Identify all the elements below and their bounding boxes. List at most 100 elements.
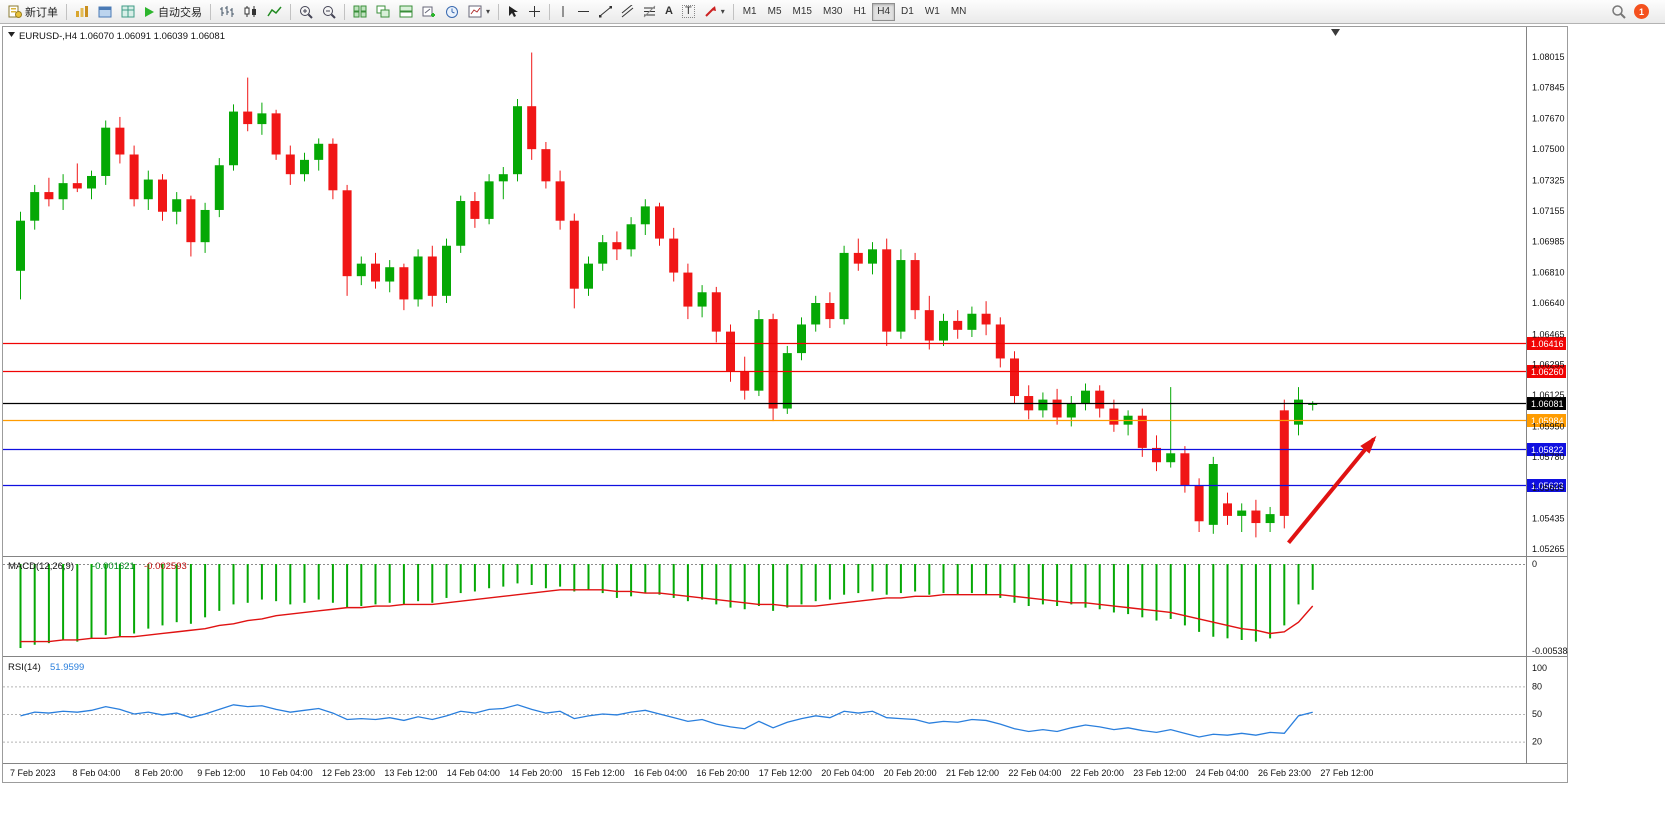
candle-body [72, 183, 82, 189]
candle-body [1294, 399, 1303, 425]
symbol-ohlc-label: EURUSD-,H4 1.06070 1.06091 1.06039 1.060… [19, 31, 225, 42]
svg-text:16 Feb 04:00: 16 Feb 04:00 [634, 768, 687, 778]
timeframe-button-w1[interactable]: W1 [920, 3, 945, 21]
market-watch-icon [75, 5, 89, 18]
timeframe-button-m15[interactable]: M15 [788, 3, 817, 21]
timeframe-button-mn[interactable]: MN [946, 3, 972, 21]
arrow-shape-icon [704, 5, 717, 18]
templates-button[interactable]: ▾ [464, 2, 494, 22]
svg-text:12 Feb 23:00: 12 Feb 23:00 [322, 768, 375, 778]
zoom-out-button[interactable] [318, 2, 340, 22]
candle-body [129, 154, 139, 200]
fibonacci-tool-button[interactable] [639, 2, 660, 22]
price-chart[interactable]: 1.06416 1.06260 1.06081 1.05984 1.05822 1.056… [2, 26, 1568, 783]
arrange-windows-icon [399, 5, 413, 18]
svg-text:9 Feb 12:00: 9 Feb 12:00 [197, 768, 245, 778]
candle-body [1137, 415, 1147, 448]
cursor-tool-button[interactable] [503, 2, 523, 22]
new-chart-icon [422, 5, 436, 18]
symbol-dropdown-icon[interactable] [8, 32, 15, 37]
svg-text:17 Feb 12:00: 17 Feb 12:00 [759, 768, 812, 778]
autotrade-play-icon [144, 6, 155, 18]
candle-body [839, 252, 849, 320]
svg-text:1.06295: 1.06295 [1532, 360, 1565, 370]
candlestick-chart-type-button[interactable] [239, 2, 262, 22]
price-label-box [1527, 479, 1566, 492]
candle-body [498, 174, 508, 182]
svg-text:1.06985: 1.06985 [1532, 236, 1565, 246]
candle-body [285, 154, 295, 175]
toolbar: 新订单 自动交易 [0, 0, 1665, 24]
svg-text:26 Feb 23:00: 26 Feb 23:00 [1258, 768, 1311, 778]
svg-text:RSI(14): RSI(14) [8, 662, 41, 673]
cascade-windows-button[interactable] [372, 2, 394, 22]
market-watch-button[interactable] [71, 2, 93, 22]
svg-text:1.07325: 1.07325 [1532, 175, 1565, 185]
timeframe-button-h1[interactable]: H1 [848, 3, 871, 21]
autotrade-button[interactable]: 自动交易 [140, 2, 206, 22]
timeframe-button-m5[interactable]: M5 [763, 3, 787, 21]
vertical-line-icon [558, 5, 568, 18]
candle-body [456, 201, 466, 246]
timeframe-button-m30[interactable]: M30 [818, 3, 847, 21]
search-icon[interactable] [1611, 4, 1626, 19]
horizontal-line-tool-button[interactable] [573, 2, 594, 22]
candle-body [399, 267, 409, 300]
candle-body [1279, 410, 1289, 516]
candle-body [442, 245, 451, 296]
time-axis-labels: 7 Feb 2023 8 Feb 04:00 8 Feb 20:00 9 Feb 12… [10, 768, 1373, 778]
bar-chart-type-button[interactable] [215, 2, 238, 22]
vertical-line-tool-button[interactable] [554, 2, 572, 22]
toolbar-right-group: 1 [1611, 4, 1661, 19]
line-chart-type-button[interactable] [263, 2, 286, 22]
candle-body [200, 209, 210, 243]
trend-arrow-annotation[interactable] [1287, 435, 1377, 545]
channel-tool-button[interactable] [617, 2, 638, 22]
candle-body [1010, 358, 1019, 397]
svg-text:14 Feb 04:00: 14 Feb 04:00 [447, 768, 500, 778]
channel-icon [621, 5, 634, 18]
svg-text:1.06465: 1.06465 [1532, 329, 1565, 339]
timeframe-button-h4[interactable]: H4 [872, 2, 896, 21]
price-label-box [1527, 397, 1566, 410]
horizontal-line-icon [577, 5, 590, 18]
svg-text:1.06810: 1.06810 [1532, 268, 1565, 278]
tile-windows-button[interactable] [349, 2, 371, 22]
arrange-windows-button[interactable] [395, 2, 417, 22]
candle-body [740, 370, 750, 391]
rsi-line [20, 704, 1313, 738]
candle-body [1152, 447, 1161, 463]
candle-body [882, 249, 892, 332]
candle-body [158, 179, 167, 212]
candle-body [853, 252, 863, 264]
candle-body [1223, 503, 1232, 516]
rsi-label: RSI(14) 51.9599 [8, 662, 84, 673]
candle-body [356, 263, 366, 277]
new-order-button[interactable]: 新订单 [4, 2, 62, 22]
svg-text:22 Feb 20:00: 22 Feb 20:00 [1071, 768, 1124, 778]
terminal-button[interactable] [117, 2, 139, 22]
candle-body [669, 238, 679, 273]
candle-body [1095, 390, 1105, 409]
svg-text:1.06125: 1.06125 [1532, 390, 1565, 400]
candle-body [953, 320, 963, 330]
refresh-clock-button[interactable] [441, 2, 463, 22]
candle-body [30, 192, 40, 221]
line-chart-icon [267, 5, 282, 18]
svg-text:1.06416: 1.06416 [1531, 339, 1564, 349]
notification-badge[interactable]: 1 [1634, 4, 1649, 19]
timeframe-button-m1[interactable]: M1 [738, 3, 762, 21]
candle-body [811, 303, 821, 325]
timeframe-button-d1[interactable]: D1 [896, 3, 919, 21]
svg-text:16 Feb 20:00: 16 Feb 20:00 [696, 768, 749, 778]
crosshair-tool-button[interactable] [524, 2, 545, 22]
label-tool-button[interactable]: T [678, 2, 699, 22]
svg-text:1.05822: 1.05822 [1531, 445, 1564, 455]
navigator-button[interactable] [94, 2, 116, 22]
arrows-tool-button[interactable]: ▾ [700, 2, 729, 22]
zoom-in-button[interactable] [295, 2, 317, 22]
trendline-tool-button[interactable] [595, 2, 616, 22]
text-tool-button[interactable]: A [661, 2, 677, 22]
new-chart-button[interactable] [418, 2, 440, 22]
svg-text:1.07845: 1.07845 [1532, 82, 1565, 92]
